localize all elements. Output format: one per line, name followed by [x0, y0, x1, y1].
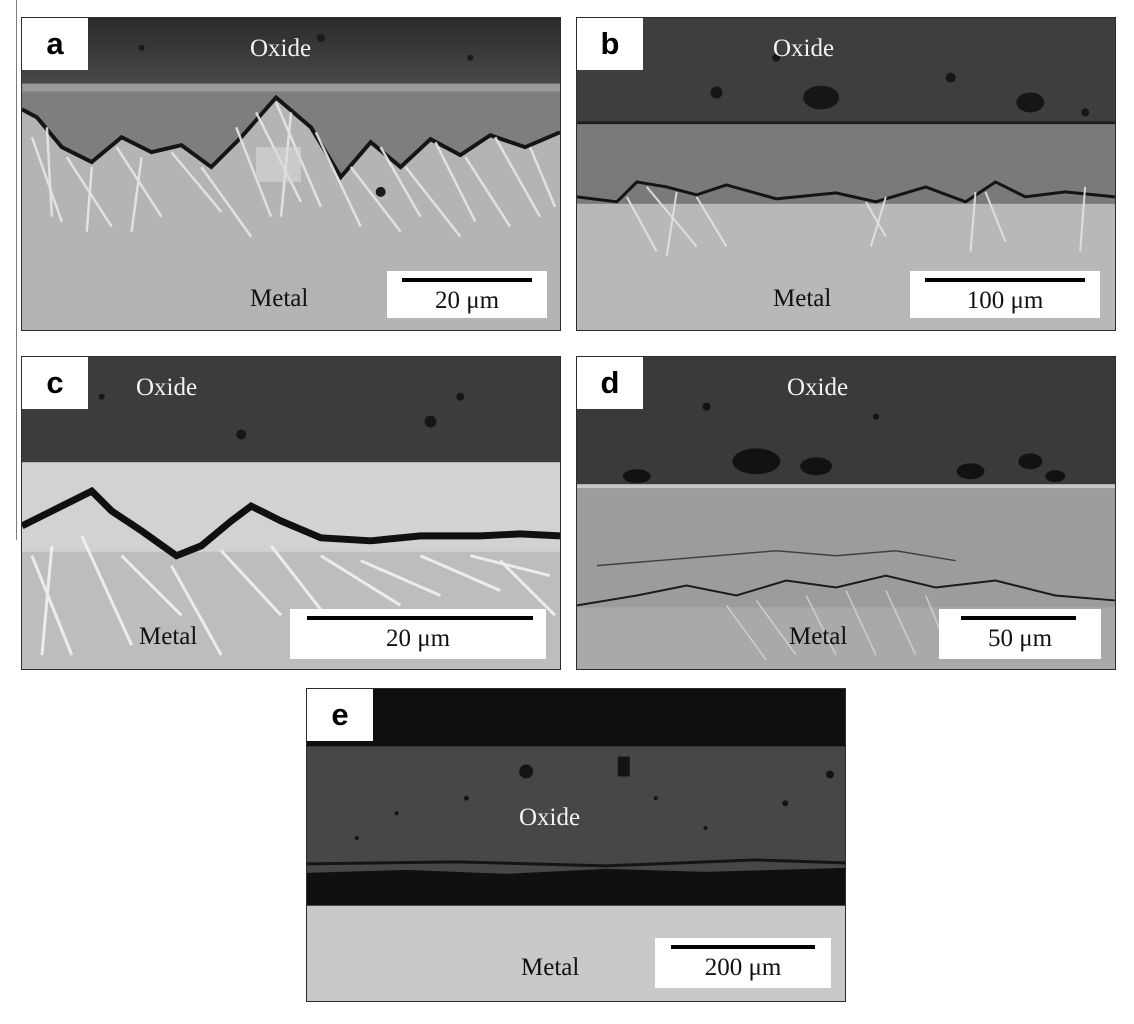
oxide-label-b: Oxide: [773, 35, 835, 62]
micrograph-panel-b: b Oxide Metal 100 μm: [576, 17, 1116, 331]
metal-label-a: Metal: [250, 285, 309, 312]
panel-letter-b: b: [577, 18, 643, 70]
figure-left-rule: [16, 0, 17, 540]
metal-label-e: Metal: [521, 954, 580, 981]
micrograph-image-d: [577, 357, 1115, 669]
micrograph-panel-a: a Oxide Metal 20 μm: [21, 17, 561, 331]
oxide-label-d: Oxide: [787, 374, 849, 401]
panel-letter-a: a: [22, 18, 88, 70]
panel-letter-d: d: [577, 357, 643, 409]
micrograph-panel-e: e Oxide Metal 200 μm: [306, 688, 846, 1002]
scale-bar-line-c: [307, 616, 533, 620]
oxide-label-a: Oxide: [250, 35, 312, 62]
micrograph-panel-c: c Oxide Metal 20 μm: [21, 356, 561, 670]
panel-letter-e: e: [307, 689, 373, 741]
scale-bar-c: 20 μm: [290, 609, 546, 659]
scale-bar-line-b: [925, 278, 1085, 282]
metal-label-c: Metal: [139, 623, 198, 650]
scale-bar-label-b: 100 μm: [966, 287, 1044, 314]
scale-bar-label-a: 20 μm: [434, 287, 500, 314]
scale-bar-a: 20 μm: [387, 271, 547, 318]
scale-bar-label-c: 20 μm: [385, 625, 451, 652]
scale-bar-b: 100 μm: [910, 271, 1100, 318]
metal-label-b: Metal: [773, 285, 832, 312]
scale-bar-label-d: 50 μm: [987, 625, 1053, 652]
scale-bar-line-d: [961, 616, 1076, 620]
micrograph-panel-d: d Oxide Metal 50 μm: [576, 356, 1116, 670]
scale-bar-line-a: [402, 278, 532, 282]
micrograph-image-a: [22, 18, 560, 330]
scale-bar-label-e: 200 μm: [704, 954, 782, 981]
scale-bar-line-e: [671, 945, 815, 949]
scale-bar-d: 50 μm: [939, 609, 1101, 659]
scale-bar-e: 200 μm: [655, 938, 831, 988]
metal-label-d: Metal: [789, 623, 848, 650]
panel-letter-c: c: [22, 357, 88, 409]
oxide-label-c: Oxide: [136, 374, 198, 401]
oxide-label-e: Oxide: [519, 804, 581, 831]
micrograph-image-b: [577, 18, 1115, 330]
